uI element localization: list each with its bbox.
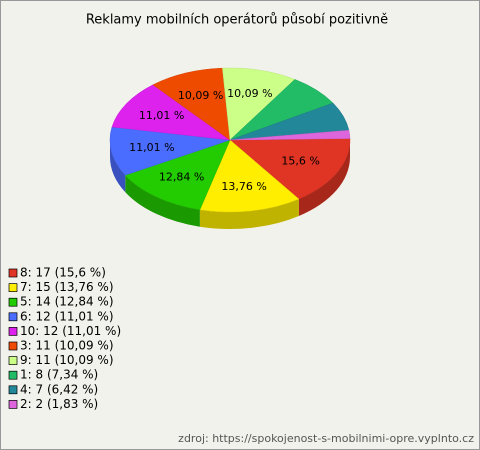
legend-label: 2: 2 (1,83 %) bbox=[20, 397, 98, 411]
value-label: 10,09 % bbox=[178, 89, 223, 102]
chart-title: Reklamy mobilních operátorů působí pozit… bbox=[86, 13, 388, 28]
legend-label: 10: 12 (11,01 %) bbox=[20, 324, 121, 338]
legend-label: 6: 12 (11,01 %) bbox=[20, 309, 114, 323]
legend: 8: 17 (15,6 %)7: 15 (13,76 %)5: 14 (12,8… bbox=[8, 266, 121, 411]
legend-swatch bbox=[8, 327, 18, 336]
legend-swatch bbox=[8, 400, 18, 409]
slice-side bbox=[125, 175, 200, 227]
legend-swatch bbox=[8, 283, 18, 292]
slice bbox=[152, 67, 231, 141]
slice bbox=[199, 139, 300, 213]
slice-side bbox=[298, 140, 350, 216]
value-label: 13,76 % bbox=[221, 180, 266, 193]
legend-swatch bbox=[8, 341, 18, 351]
slice bbox=[222, 67, 296, 141]
legend-swatch bbox=[8, 297, 18, 307]
pie-sides bbox=[110, 140, 350, 229]
value-label: 15,6 % bbox=[281, 155, 319, 168]
slice bbox=[229, 138, 351, 200]
legend-swatch bbox=[8, 268, 18, 278]
legend-label: 3: 11 (10,09 %) bbox=[20, 339, 114, 353]
value-label: 11,01 % bbox=[129, 141, 174, 154]
slice bbox=[124, 139, 231, 210]
value-label: 12,84 % bbox=[159, 171, 204, 184]
value-label: 10,09 % bbox=[227, 87, 272, 100]
pie-tops bbox=[109, 67, 351, 213]
legend-swatch bbox=[8, 356, 18, 365]
legend-swatch bbox=[8, 385, 18, 395]
slice-side bbox=[199, 198, 299, 229]
value-label: 11,01 % bbox=[139, 109, 184, 122]
legend-label: 8: 17 (15,6 %) bbox=[20, 266, 106, 280]
slice-side bbox=[110, 140, 126, 193]
slice bbox=[229, 130, 351, 141]
legend-label: 5: 14 (12,84 %) bbox=[20, 295, 114, 309]
legend-label: 1: 8 (7,34 %) bbox=[20, 368, 98, 382]
source: zdroj: https://spokojenost-s-mobilnimi-o… bbox=[178, 432, 474, 445]
legend-swatch bbox=[8, 370, 18, 380]
legend-swatch bbox=[8, 312, 18, 322]
legend-label: 9: 11 (10,09 %) bbox=[20, 353, 114, 367]
slice bbox=[109, 126, 231, 176]
slice bbox=[111, 84, 231, 141]
legend-label: 7: 15 (13,76 %) bbox=[20, 280, 114, 294]
value-labels: 15,6 % 13,76 % 12,84 % 11,01 % 11,01 % 10,09 … bbox=[129, 87, 320, 193]
legend-label: 4: 7 (6,42 %) bbox=[20, 382, 98, 396]
